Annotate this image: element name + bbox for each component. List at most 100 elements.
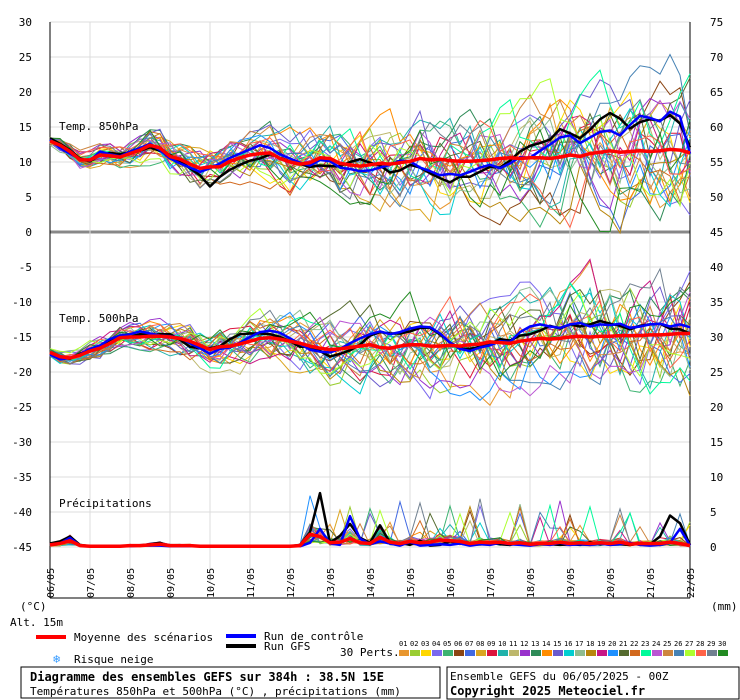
perturbation-number: 05 — [443, 640, 451, 648]
perturbation-number: 18 — [586, 640, 594, 648]
perturbation-number: 16 — [564, 640, 572, 648]
perturbation-number: 27 — [685, 640, 693, 648]
x-tick-label: 10/05 — [206, 568, 217, 598]
y-right-tick-label: 70 — [710, 51, 723, 64]
perturbation-t500-line — [49, 315, 691, 391]
y-left-tick-label: 20 — [19, 86, 32, 99]
perturbation-number: 04 — [432, 640, 440, 648]
perturbation-number: 29 — [707, 640, 715, 648]
y-right-unit: (mm) — [711, 600, 738, 613]
ensemble-info: Ensemble GEFS du 06/05/2025 - 00Z — [450, 670, 669, 683]
perturbation-swatch — [608, 650, 618, 656]
y-left-unit: (°C) — [20, 600, 47, 613]
perturbation-number: 24 — [652, 640, 660, 648]
perturbation-swatch — [575, 650, 585, 656]
legend-control-label: Run de contrôle — [264, 630, 363, 643]
perturbation-t850-line — [49, 93, 691, 208]
mean-precip-line — [49, 532, 691, 549]
perturbations-label: 30 Perts. — [340, 646, 400, 659]
x-tick-label: 20/05 — [606, 568, 617, 598]
perturbation-t500-line — [49, 292, 691, 382]
y-right-tick-label: 60 — [710, 121, 723, 134]
copyright: Copyright 2025 Meteociel.fr — [450, 684, 645, 698]
legend-mean-label: Moyenne des scénarios — [74, 631, 213, 644]
perturbation-swatch — [476, 650, 486, 656]
y-right-tick-label: 0 — [710, 541, 717, 554]
perturbation-number: 09 — [487, 640, 495, 648]
perturbation-number: 21 — [619, 640, 627, 648]
perturbation-t500-line — [49, 291, 691, 377]
perturbation-swatch — [696, 650, 706, 656]
perturbation-number: 14 — [542, 640, 550, 648]
perturbation-swatch — [564, 650, 574, 656]
perturbation-swatch — [674, 650, 684, 656]
y-right-tick-label: 10 — [710, 471, 723, 484]
footer-info-box — [446, 666, 740, 700]
perturbation-swatch — [619, 650, 629, 656]
perturbation-swatch — [432, 650, 442, 656]
y-left-tick-label: -30 — [12, 436, 32, 449]
x-tick-label: 13/05 — [326, 568, 337, 598]
perturbation-swatch — [520, 650, 530, 656]
perturbation-number: 20 — [608, 640, 616, 648]
y-left-axis: 30 25 20 15 10 5 0 -5 -10 -15 -20 -25 -30 -35 -40 -45 — [12, 16, 32, 554]
main-series-lines — [49, 110, 692, 549]
y-right-tick-label: 25 — [710, 366, 723, 379]
y-left-tick-label: 15 — [19, 121, 32, 134]
y-left-tick-label: -20 — [12, 366, 32, 379]
x-tick-label: 09/05 — [166, 568, 177, 598]
perturbation-number: 19 — [597, 640, 605, 648]
perturbation-swatch — [663, 650, 673, 656]
y-left-tick-label: 25 — [19, 51, 32, 64]
y-left-tick-label: 0 — [25, 226, 32, 239]
precip-panel-label: Précipitations — [59, 497, 152, 510]
perturbation-number: 25 — [663, 640, 671, 648]
mean-t500-line — [49, 331, 690, 360]
x-tick-label: 11/05 — [246, 568, 257, 598]
footer-title-box — [20, 666, 441, 699]
perturbation-number: 01 — [399, 640, 407, 648]
y-left-tick-label: 30 — [19, 16, 32, 29]
perturbation-t850-line — [49, 126, 691, 203]
y-left-tick-label: 10 — [19, 156, 32, 169]
x-tick-label: 15/05 — [406, 568, 417, 598]
perturbation-t850-line — [49, 116, 691, 202]
mean-t850-line — [49, 139, 691, 171]
gfs-t850-line — [49, 111, 692, 188]
perturbation-swatch — [630, 650, 640, 656]
y-right-tick-label: 15 — [710, 436, 723, 449]
perturbation-t500-line — [49, 282, 691, 395]
perturbation-swatch — [685, 650, 695, 656]
y-right-tick-label: 45 — [710, 226, 723, 239]
perturbation-legend: 01 02 03 04 05 06 07 08 09 10 11 12 13 14 15 16 17 18 19 20… — [399, 640, 728, 656]
t850-panel-label: Temp. 850hPa — [59, 120, 138, 133]
x-tick-label: 18/05 — [526, 568, 537, 598]
perturbation-swatch — [454, 650, 464, 656]
y-right-tick-label: 20 — [710, 401, 723, 414]
perturbation-number: 07 — [465, 640, 473, 648]
perturbation-number: 12 — [520, 640, 528, 648]
perturbation-swatch — [707, 650, 717, 656]
perturbation-swatch — [652, 650, 662, 656]
x-tick-label: 14/05 — [366, 568, 377, 598]
t500-panel-label: Temp. 500hPa — [59, 312, 138, 325]
perturbation-t850-line — [49, 78, 691, 208]
altitude-label: Alt. 15m — [10, 616, 63, 629]
perturbation-number: 13 — [531, 640, 539, 648]
y-right-tick-label: 30 — [710, 331, 723, 344]
perturbation-swatch — [509, 650, 519, 656]
perturbation-swatch — [553, 650, 563, 656]
perturbation-number: 28 — [696, 640, 704, 648]
perturbation-number: 11 — [509, 640, 517, 648]
perturbation-number: 06 — [454, 640, 462, 648]
perturbation-number: 15 — [553, 640, 561, 648]
x-tick-label: 16/05 — [446, 568, 457, 598]
perturbation-t850-line — [49, 119, 691, 233]
perturbation-swatch — [487, 650, 497, 656]
y-right-tick-label: 55 — [710, 156, 723, 169]
perturbation-number: 03 — [421, 640, 429, 648]
x-tick-label: 06/05 — [46, 568, 57, 598]
perturbation-swatch — [498, 650, 508, 656]
perturbation-t500-line — [49, 293, 691, 369]
